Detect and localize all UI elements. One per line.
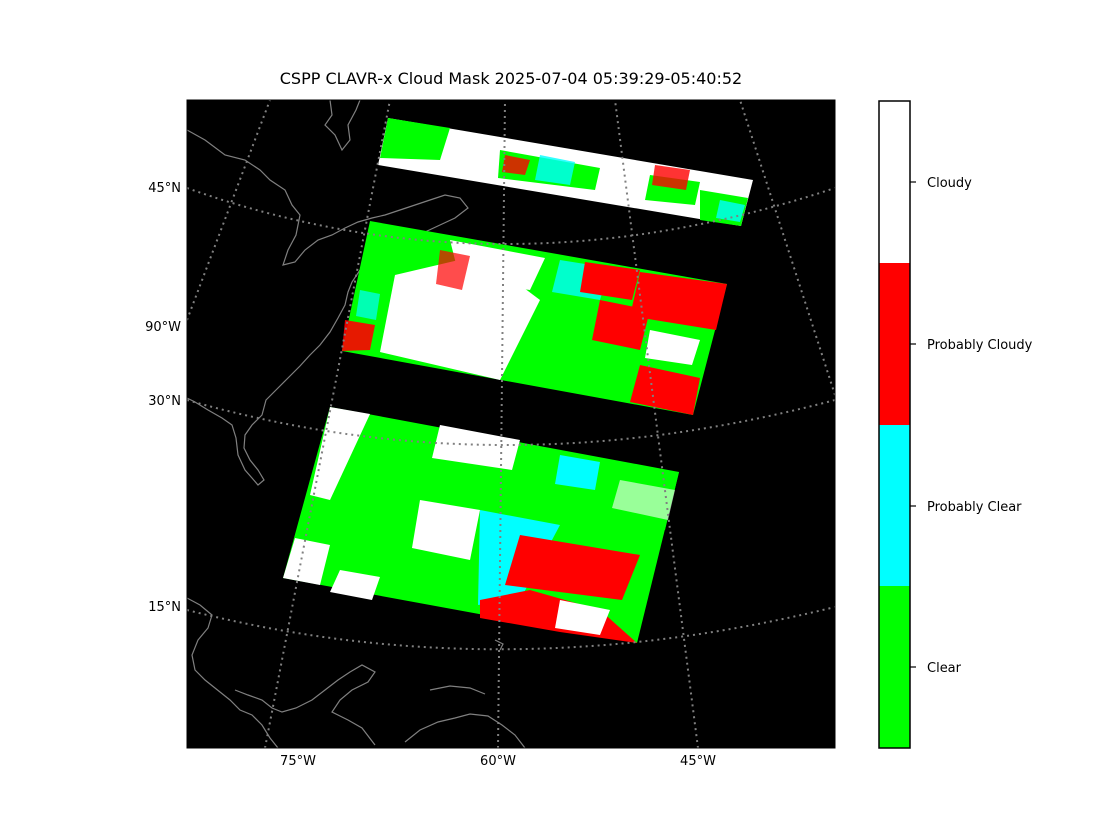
colorbar-probably-clear: [879, 425, 910, 586]
swath-central: [342, 221, 727, 415]
lat-label: 30°N: [148, 394, 181, 409]
colorbar-probably-cloudy: [879, 263, 910, 425]
colorbar: Cloudy Probably Cloudy Probably Clear Cl…: [878, 100, 1033, 749]
swath-south: [283, 407, 679, 643]
colorbar-frame: [878, 100, 911, 749]
lat-label: 45°N: [148, 181, 181, 196]
colorbar-label: Probably Cloudy: [927, 338, 1033, 353]
map-title: CSPP CLAVR-x Cloud Mask 2025-07-04 05:39…: [279, 69, 743, 88]
swath-north: [378, 118, 753, 226]
lon-label: 45°W: [680, 754, 716, 769]
lat-label: 15°N: [148, 600, 181, 615]
colorbar-label: Probably Clear: [927, 500, 1022, 515]
lat-label: 90°W: [145, 320, 181, 335]
colorbar-cloudy: [879, 101, 910, 263]
colorbar-label: Clear: [927, 661, 962, 676]
lon-label: 60°W: [480, 754, 516, 769]
map-frame: [186, 99, 836, 749]
colorbar-label: Cloudy: [927, 176, 972, 191]
lon-label: 75°W: [280, 754, 316, 769]
graticule: [187, 100, 835, 748]
colorbar-clear: [879, 586, 910, 748]
